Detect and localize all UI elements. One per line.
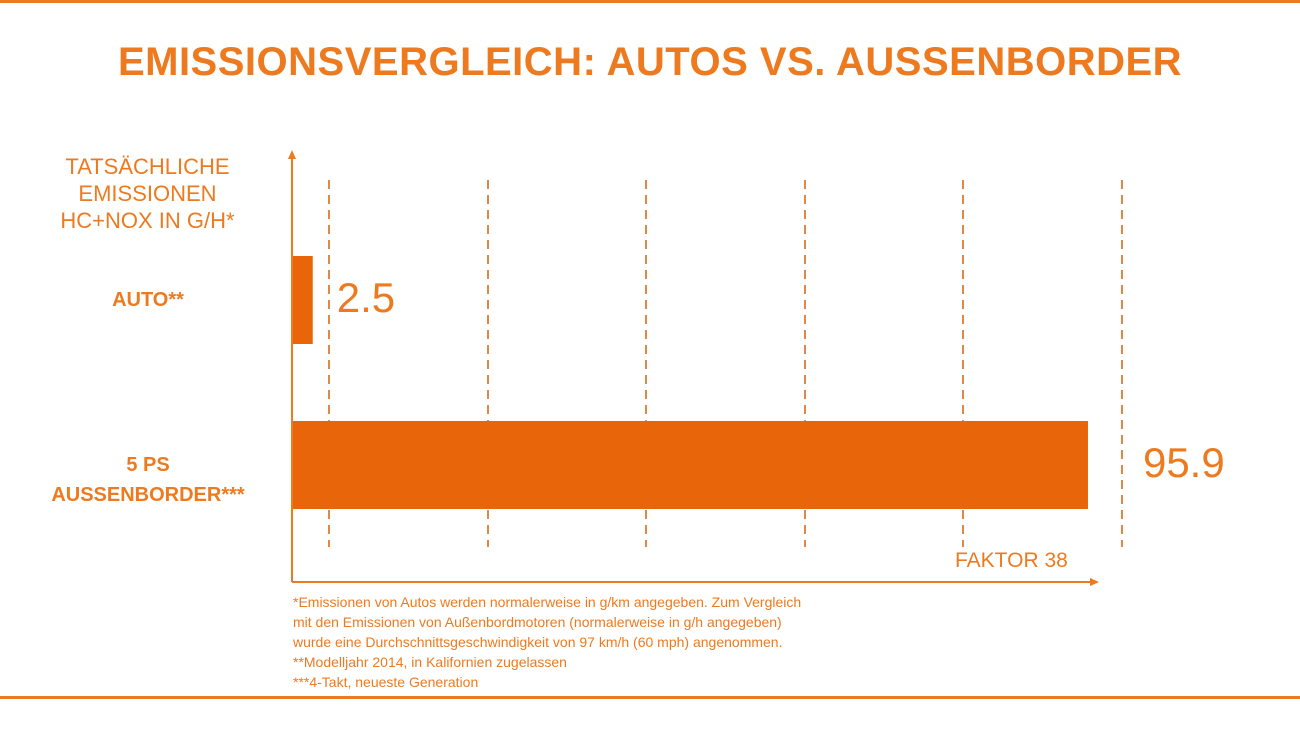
y-axis-title: TATSÄCHLICHE EMISSIONEN HC+NOX IN G/H*	[20, 153, 275, 234]
category-label-outboard: 5 PS AUSSENBORDER***	[8, 450, 288, 510]
footnote-line: wurde eine Durchschnittsgeschwindigkeit …	[293, 634, 783, 650]
x-axis-arrow	[1090, 578, 1099, 586]
y-axis-title-line: EMISSIONEN	[78, 181, 217, 206]
axes	[288, 150, 1099, 586]
bar	[293, 256, 313, 344]
bar	[293, 421, 1088, 509]
bottom-rule	[0, 696, 1300, 699]
category-label-line: AUSSENBORDER***	[51, 484, 245, 506]
y-axis-title-line: HC+NOX IN G/H*	[60, 208, 235, 233]
footnote-line: mit den Emissionen von Außenbordmotoren …	[293, 614, 782, 630]
chart-title: EMISSIONSVERGLEICH: AUTOS VS. AUSSENBORD…	[117, 40, 1183, 84]
footnote-line: *Emissionen von Autos werden normalerwei…	[293, 594, 802, 610]
bars	[293, 256, 1088, 509]
footnote-line: **Modelljahr 2014, in Kalifornien zugela…	[293, 654, 567, 670]
category-label-line: AUTO**	[112, 289, 184, 311]
footnote-line: ***4-Takt, neueste Generation	[293, 674, 479, 690]
category-label-auto: AUTO**	[8, 285, 288, 315]
top-rule	[0, 0, 1300, 3]
factor-annotation: FAKTOR 38	[955, 549, 1068, 572]
y-axis-arrow	[288, 150, 296, 159]
y-axis-title-line: TATSÄCHLICHE	[65, 154, 230, 179]
value-label-auto: 2.5	[336, 274, 396, 321]
footnotes: *Emissionen von Autos werden normalerwei…	[293, 592, 993, 692]
category-label-line: 5 PS	[126, 454, 170, 476]
value-label-outboard: 95.9	[1142, 439, 1225, 486]
